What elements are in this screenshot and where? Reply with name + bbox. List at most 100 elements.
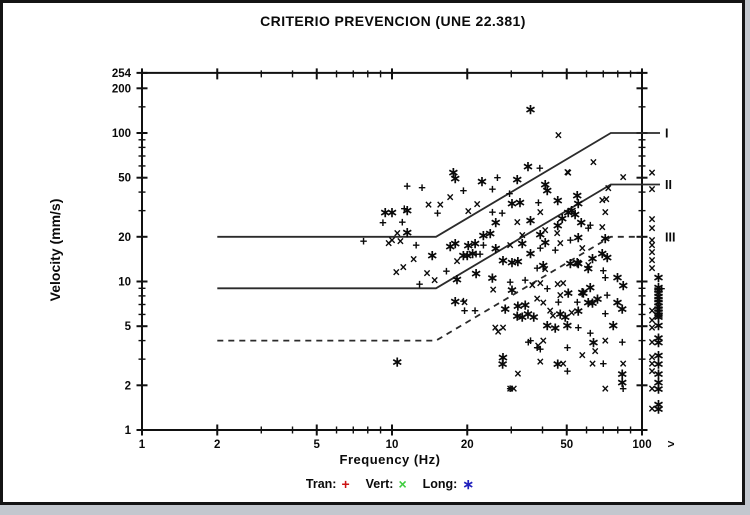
marker-long: ∗ (499, 300, 511, 316)
marker-tran: + (544, 281, 552, 296)
marker-long: ∗ (516, 309, 528, 325)
marker-vert: × (602, 334, 609, 348)
marker-long: ∗ (386, 204, 398, 220)
marker-long: ∗ (562, 285, 574, 301)
marker-overflow-long: ∗ (653, 356, 665, 372)
marker-vert: × (453, 255, 460, 269)
marker-vert: × (592, 345, 599, 359)
marker-vert: × (603, 193, 610, 207)
marker-tran: + (399, 214, 407, 229)
marker-overflow-vert: × (648, 304, 655, 318)
marker-tran: + (461, 303, 469, 318)
marker-long: ∗ (449, 293, 461, 309)
marker-long: ∗ (490, 240, 502, 256)
marker-long: ∗ (539, 234, 551, 250)
marker-vert: × (568, 306, 575, 320)
marker-vert: × (557, 236, 564, 250)
marker-tran: + (416, 277, 424, 292)
marker-tran: + (567, 233, 575, 248)
marker-long: ∗ (391, 353, 403, 369)
marker-vert: × (585, 259, 592, 273)
marker-vert: × (465, 205, 472, 219)
marker-long: ∗ (506, 254, 518, 270)
criterion-line-II (217, 183, 660, 290)
marker-long: ∗ (487, 270, 499, 286)
marker-long: ∗ (576, 284, 588, 300)
legend-label-vert: Vert: (365, 477, 394, 491)
marker-tran: + (460, 183, 468, 198)
marker-long: ∗ (572, 195, 584, 211)
marker-vert: × (431, 274, 438, 288)
marker-overflow-vert: × (648, 182, 655, 196)
marker-vert: × (385, 236, 392, 250)
line-label-III: III (665, 230, 675, 244)
marker-long: ∗ (572, 255, 584, 271)
marker-vert: × (400, 261, 407, 275)
legend-symbol-vert: × (398, 476, 407, 492)
marker-overflow-vert: × (648, 222, 655, 236)
legend-label-long: Long: (422, 477, 458, 491)
marker-vert: × (507, 239, 514, 253)
marker-overflow-vert: × (648, 314, 655, 328)
marker-long: ∗ (612, 269, 624, 285)
marker-vert: × (579, 349, 586, 363)
marker-long: ∗ (458, 247, 470, 263)
marker-vert: × (519, 228, 526, 242)
marker-tran: + (525, 335, 533, 350)
marker-overflow-vert: × (648, 357, 655, 371)
marker-vert: × (499, 321, 506, 335)
marker-long: ∗ (552, 192, 564, 208)
y-tick-label: 5 (125, 321, 132, 333)
marker-overflow-long: ∗ (653, 381, 665, 397)
marker-tran: + (533, 340, 541, 355)
marker-long: ∗ (571, 254, 583, 270)
marker-overflow-vert: × (648, 253, 655, 267)
marker-tran: + (489, 205, 497, 220)
marker-long: ∗ (612, 294, 624, 310)
marker-vert: × (579, 242, 586, 256)
marker-vert: × (602, 382, 609, 396)
marker-vert: × (564, 166, 571, 180)
y-tick-label: 254 (112, 68, 132, 80)
marker-tran: + (489, 181, 497, 196)
legend-symbol-long: ∗ (462, 476, 475, 492)
marker-overflow-long: ∗ (653, 300, 665, 316)
marker-long: ∗ (582, 260, 594, 276)
marker-long: ∗ (379, 204, 391, 220)
x-axis-title: Frequency (Hz) (339, 452, 441, 467)
marker-long: ∗ (565, 255, 577, 271)
marker-long: ∗ (490, 214, 502, 230)
marker-vert: × (437, 198, 444, 212)
marker-long: ∗ (578, 285, 590, 301)
line-label-II: II (665, 178, 672, 192)
marker-long: ∗ (552, 217, 564, 233)
marker-tran: + (600, 263, 608, 278)
legend-item-tran: Tran: + (306, 477, 350, 491)
marker-vert: × (589, 357, 596, 371)
marker-overflow-vert: × (648, 351, 655, 365)
marker-long: ∗ (448, 164, 460, 180)
marker-vert: × (537, 355, 544, 369)
marker-long: ∗ (572, 302, 584, 318)
marker-tran: + (521, 273, 529, 288)
legend-item-long: Long: ∗ (423, 477, 474, 491)
marker-long: ∗ (497, 349, 509, 365)
marker-long: ∗ (566, 202, 578, 218)
y-tick-label: 20 (118, 232, 131, 244)
marker-long: ∗ (596, 245, 608, 261)
marker-tran: + (587, 326, 595, 341)
line-label-I: I (665, 127, 668, 141)
x-tick-label: 10 (386, 439, 399, 451)
marker-vert: × (560, 357, 567, 371)
marker-overflow-long: ∗ (653, 291, 665, 307)
marker-vert: × (514, 367, 521, 381)
marker-vert: × (546, 304, 553, 318)
marker-vert: × (495, 325, 502, 339)
marker-vert: × (554, 227, 561, 241)
marker-long: ∗ (601, 249, 613, 265)
marker-vert: × (397, 235, 404, 249)
marker-long: ∗ (451, 271, 463, 287)
marker-tran: + (619, 335, 627, 350)
marker-vert: × (602, 206, 609, 220)
marker-vert: × (410, 252, 417, 266)
